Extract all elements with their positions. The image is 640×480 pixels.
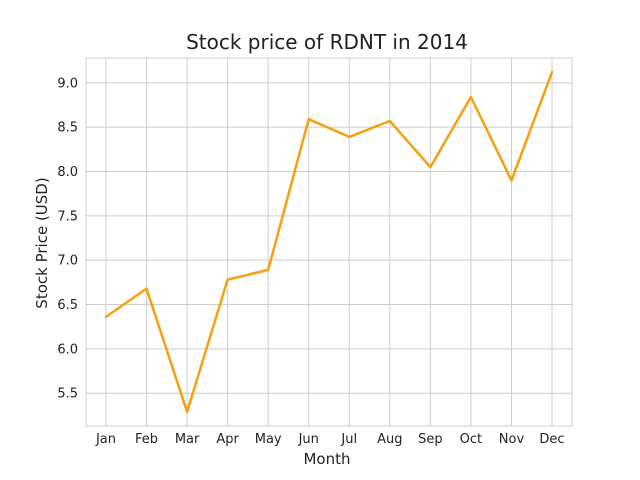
x-tick-label: Dec: [539, 432, 564, 447]
chart-title: Stock price of RDNT in 2014: [186, 30, 468, 54]
y-tick-label: 7.5: [57, 209, 78, 224]
grid: [86, 58, 572, 426]
y-tick-labels: 5.5 6.0 6.5 7.0 7.5 8.0 8.5 9.0: [57, 76, 78, 401]
y-axis-label: Stock Price (USD): [33, 177, 51, 308]
x-tick-label: Sep: [418, 432, 443, 447]
x-tick-label: Jan: [95, 432, 116, 447]
x-tick-label: Mar: [175, 432, 200, 447]
x-tick-label: Jul: [340, 432, 357, 447]
plot-frame: [85, 57, 573, 427]
y-tick-label: 6.0: [57, 342, 78, 357]
y-tick-label: 8.5: [57, 121, 78, 136]
x-tick-label: Aug: [377, 432, 402, 447]
x-tick-label: Apr: [216, 432, 239, 447]
x-tick-labels: Jan Feb Mar Apr May Jun Jul Aug Sep Oct Nov Dec: [95, 432, 565, 447]
y-tick-label: 5.5: [57, 387, 78, 402]
y-tick-label: 8.0: [57, 165, 78, 180]
x-tick-label: Feb: [135, 432, 158, 447]
x-tick-label: May: [255, 432, 282, 447]
y-tick-label: 7.0: [57, 254, 78, 269]
y-tick-label: 9.0: [57, 76, 78, 91]
series-line: [104, 70, 554, 414]
x-tick-label: Nov: [499, 432, 525, 447]
series-layer: [104, 70, 554, 414]
x-tick-label: Jun: [298, 432, 319, 447]
x-tick-label: Oct: [460, 432, 482, 447]
y-tick-label: 6.5: [57, 298, 78, 313]
x-axis-label: Month: [303, 450, 350, 468]
